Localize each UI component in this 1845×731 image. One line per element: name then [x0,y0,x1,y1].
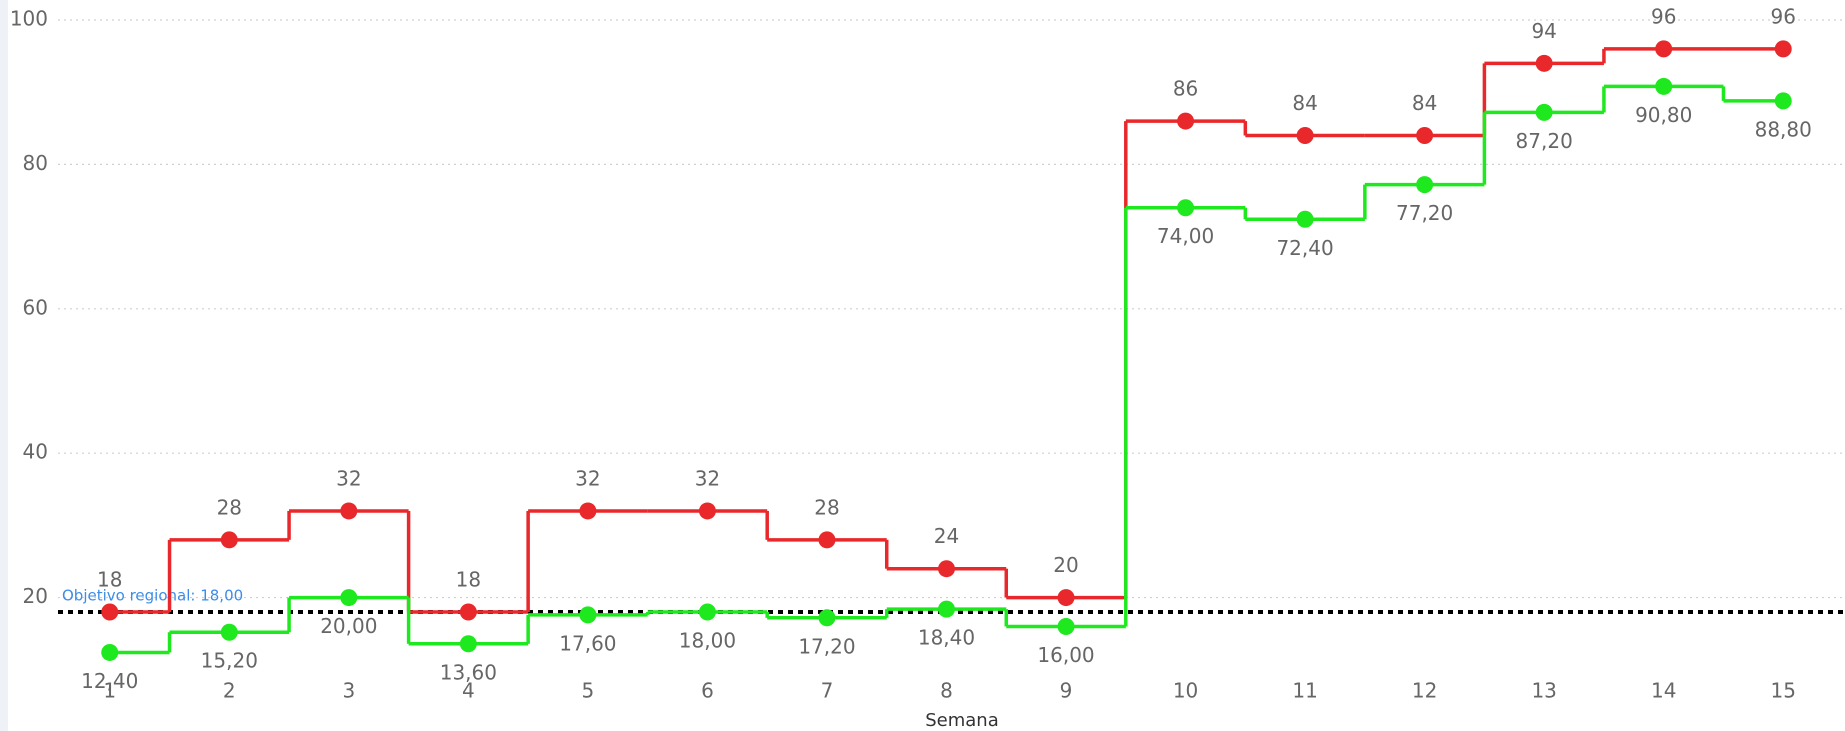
x-tick-label: 3 [342,679,355,703]
point [220,623,238,641]
point [459,635,477,653]
point [579,606,597,624]
point [698,603,716,621]
point [220,531,238,549]
x-tick-label: 1 [103,679,116,703]
data-label: 72,40 [1276,236,1333,260]
point [1774,40,1792,58]
data-label: 18,40 [918,626,975,650]
data-label: 32 [695,466,720,490]
data-label: 74,00 [1157,224,1214,248]
x-tick-label: 10 [1173,679,1198,703]
data-label: 17,60 [559,631,616,655]
point [1296,210,1314,228]
data-label: 96 [1771,4,1796,28]
point [1177,199,1195,217]
point [1655,77,1673,95]
point [1655,40,1673,58]
data-label: 32 [336,466,361,490]
data-label: 87,20 [1516,129,1573,153]
point [698,502,716,520]
y-tick-label: 100 [10,7,48,31]
point [938,560,955,578]
data-label: 18,00 [679,629,736,653]
x-tick-label: 6 [701,679,714,703]
data-label: 96 [1651,4,1676,28]
data-label: 20,00 [320,614,377,638]
point [1535,54,1553,72]
point [1057,617,1075,635]
x-tick-label: 12 [1412,679,1437,703]
data-label: 12,40 [81,669,138,693]
data-label: 84 [1292,91,1317,115]
data-label: 94 [1531,19,1556,43]
data-label: 18 [97,568,122,592]
data-label: 28 [814,495,839,519]
data-label: 24 [934,524,959,548]
point [459,603,477,621]
data-label: 20 [1053,553,1078,577]
data-label: 28 [217,495,242,519]
x-tick-label: 9 [1060,679,1073,703]
point [1774,92,1792,110]
y-tick-label: 80 [23,151,48,175]
point [1296,127,1314,145]
x-tick-label: 11 [1292,679,1317,703]
data-label: 32 [575,466,600,490]
x-tick-label: 8 [940,679,953,703]
data-label: 18 [456,568,481,592]
point [818,609,836,627]
data-label: 13,60 [440,660,497,684]
x-tick-label: 15 [1771,679,1796,703]
x-tick-label: 4 [462,679,475,703]
point [340,589,358,607]
y-tick-label: 40 [23,440,48,464]
point [938,600,955,618]
data-label: 90,80 [1635,103,1692,127]
x-tick-label: 5 [582,679,595,703]
point [579,502,597,520]
point [1416,176,1434,194]
data-label: 16,00 [1037,643,1094,667]
x-tick-label: 13 [1531,679,1556,703]
x-tick-label: 14 [1651,679,1676,703]
point [340,502,358,520]
data-label: 86 [1173,77,1198,101]
point [818,531,836,549]
point [1535,103,1553,121]
point [1416,127,1434,145]
point [1177,112,1195,130]
y-tick-label: 60 [23,295,48,319]
data-label: 88,80 [1755,117,1812,141]
data-label: 77,20 [1396,201,1453,225]
data-label: 17,20 [798,634,855,658]
data-label: 84 [1412,91,1437,115]
point [101,643,119,661]
x-tick-label: 2 [223,679,236,703]
x-tick-label: 7 [821,679,834,703]
y-tick-label: 20 [23,584,48,608]
point [101,603,119,621]
reference-label: Objetivo regional: 18,00 [62,587,243,605]
data-label: 15,20 [201,649,258,673]
x-axis-title: Semana [925,710,999,731]
side-strip [0,0,8,731]
point [1057,589,1075,607]
